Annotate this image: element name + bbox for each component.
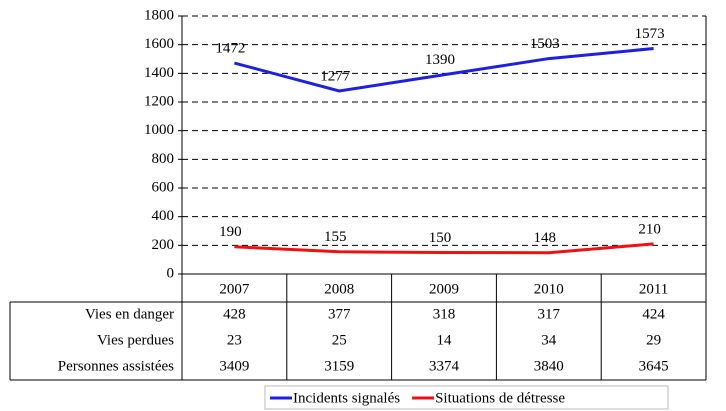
table-cell: 3159 bbox=[324, 358, 354, 374]
table-cell: 34 bbox=[541, 332, 557, 348]
series-line bbox=[234, 47, 654, 93]
y-tick-label: 600 bbox=[152, 179, 175, 195]
data-label: 1472 bbox=[215, 40, 245, 56]
table-cell: 14 bbox=[437, 332, 453, 348]
legend-label: Situations de détresse bbox=[435, 390, 565, 406]
row-label: Vies perdues bbox=[97, 332, 174, 348]
y-tick-label: 1200 bbox=[144, 93, 174, 109]
y-tick-label: 1400 bbox=[144, 65, 174, 81]
data-label: 210 bbox=[638, 221, 661, 237]
table-cell: 3645 bbox=[639, 358, 669, 374]
table-cell: 3840 bbox=[534, 358, 564, 374]
data-label: 190 bbox=[219, 224, 242, 240]
data-label: 1503 bbox=[530, 36, 560, 52]
data-label: 148 bbox=[534, 230, 557, 246]
data-label: 1277 bbox=[320, 68, 351, 84]
table-cell: 317 bbox=[538, 306, 561, 322]
y-tick-label: 400 bbox=[152, 208, 175, 224]
row-label: Vies en danger bbox=[85, 306, 174, 322]
table-cell: 25 bbox=[332, 332, 347, 348]
table-cell: 3374 bbox=[429, 358, 460, 374]
table-cell: 428 bbox=[223, 306, 246, 322]
data-label: 1390 bbox=[425, 52, 455, 68]
table-cell: 29 bbox=[646, 332, 661, 348]
data-label: 150 bbox=[429, 230, 452, 246]
x-tick-label: 2011 bbox=[639, 281, 668, 297]
y-tick-label: 1000 bbox=[144, 122, 174, 138]
y-tick-label: 0 bbox=[167, 265, 175, 281]
table-cell: 424 bbox=[642, 306, 665, 322]
x-tick-label: 2007 bbox=[219, 281, 250, 297]
series-line bbox=[234, 242, 654, 255]
data-label: 155 bbox=[324, 229, 347, 245]
x-tick-label: 2008 bbox=[324, 281, 354, 297]
row-label: Personnes assistées bbox=[58, 358, 174, 374]
x-tick-label: 2009 bbox=[429, 281, 459, 297]
y-tick-label: 200 bbox=[152, 237, 175, 253]
y-tick-label: 800 bbox=[152, 151, 175, 167]
data-label: 1573 bbox=[635, 26, 665, 42]
table-cell: 3409 bbox=[219, 358, 249, 374]
y-tick-label: 1800 bbox=[144, 7, 174, 23]
y-tick-label: 1600 bbox=[144, 36, 174, 52]
table-cell: 377 bbox=[328, 306, 351, 322]
legend-box bbox=[264, 385, 669, 410]
table-cell: 23 bbox=[227, 332, 242, 348]
x-tick-label: 2010 bbox=[534, 281, 564, 297]
legend-label: Incidents signalés bbox=[293, 390, 400, 406]
table-cell: 318 bbox=[433, 306, 456, 322]
